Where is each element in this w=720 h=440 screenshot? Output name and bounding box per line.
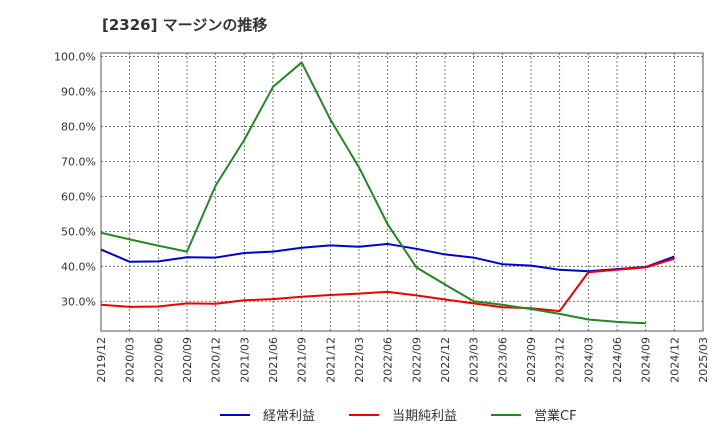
x-tick-label: 2021/12 (324, 337, 337, 383)
x-tick-label: 2024/06 (611, 337, 624, 383)
y-tick-label: 50.0% (61, 225, 96, 238)
x-tick-label: 2020/12 (210, 337, 223, 383)
x-tick-label: 2024/09 (640, 337, 653, 383)
x-tick-label: 2021/09 (296, 337, 309, 383)
y-tick-label: 60.0% (61, 190, 96, 203)
y-tick-label: 70.0% (61, 155, 96, 168)
legend-label-2: 当期純利益 (392, 409, 457, 424)
x-tick-label: 2022/09 (410, 337, 423, 383)
x-tick-label: 2019/12 (95, 337, 108, 383)
series-layer (100, 61, 675, 325)
y-tick-label: 80.0% (61, 120, 96, 133)
legend-label-3: 営業CF (534, 408, 577, 424)
x-tick-label: 2020/03 (124, 337, 137, 383)
axis-layer: 2019/12 2020/03 2020/06 2020/09 2020/12 2021/… (54, 50, 710, 382)
series-line-3 (100, 61, 646, 325)
x-tick-label: 2022/12 (439, 337, 452, 383)
x-tick-label: 2022/06 (382, 337, 395, 383)
x-tick-label: 2024/12 (668, 337, 681, 383)
plot-frame (100, 52, 704, 332)
x-tick-label: 2020/09 (181, 337, 194, 383)
x-tick-label: 2025/03 (697, 337, 710, 383)
x-tick-label: 2021/06 (267, 337, 280, 383)
series-line-2 (100, 257, 675, 313)
x-tick-label: 2023/06 (496, 337, 509, 383)
y-tick-label: 90.0% (61, 85, 96, 98)
x-tick-label: 2022/03 (353, 337, 366, 383)
y-tick-label: 30.0% (61, 295, 96, 308)
legend: 経常利益 当期純利益 営業CF (220, 408, 577, 424)
series-line-1 (100, 242, 675, 273)
chart-title: [2326] マージンの推移 (102, 16, 268, 34)
grid-layer (100, 52, 704, 332)
x-tick-label: 2023/12 (554, 337, 567, 383)
legend-label-1: 経常利益 (263, 409, 315, 424)
x-tick-label: 2024/03 (582, 337, 595, 383)
x-tick-label: 2023/03 (468, 337, 481, 383)
y-tick-label: 40.0% (61, 260, 96, 273)
y-tick-label: 100.0% (54, 50, 96, 63)
x-tick-label: 2020/06 (152, 337, 165, 383)
x-tick-label: 2023/09 (525, 337, 538, 383)
x-tick-label: 2021/03 (238, 337, 251, 383)
